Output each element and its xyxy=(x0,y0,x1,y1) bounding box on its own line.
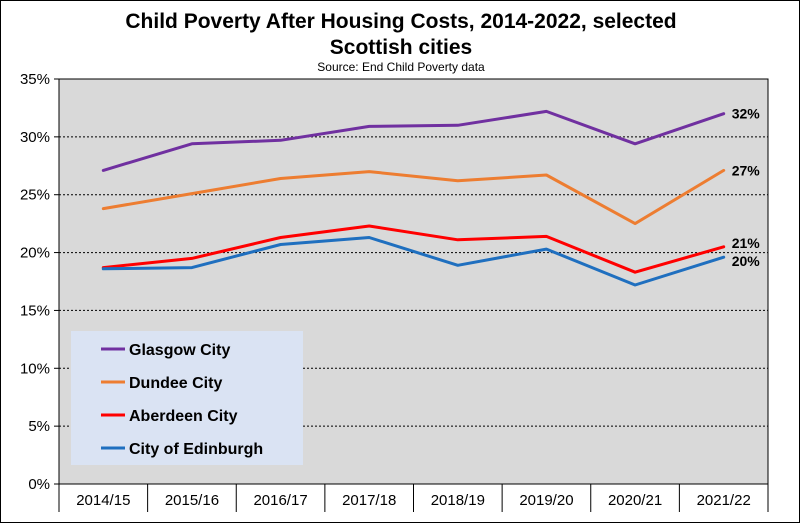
chart-title-line-1: Child Poverty After Housing Costs, 2014-… xyxy=(125,10,676,33)
series-line xyxy=(101,224,726,274)
x-tick-label: 2014/15 xyxy=(76,492,130,509)
y-tick-label: 35% xyxy=(20,71,50,88)
legend-entry-label: City of Edinburgh xyxy=(129,441,263,458)
chart-subtitle: Source: End Child Poverty data xyxy=(317,60,485,74)
y-tick-label: 20% xyxy=(20,245,50,262)
series-end-label: 21% xyxy=(732,235,761,251)
series-line xyxy=(101,236,726,287)
series-line xyxy=(101,168,726,226)
series-end-label: 20% xyxy=(732,253,761,269)
legend-box xyxy=(71,331,303,465)
y-tick-label: 5% xyxy=(28,418,50,435)
y-tick-label: 10% xyxy=(20,360,50,377)
series-end-label: 32% xyxy=(732,106,761,122)
x-tick-label: 2020/21 xyxy=(608,492,662,509)
x-tick-label: 2017/18 xyxy=(342,492,396,509)
series-line xyxy=(101,109,726,172)
x-tick-label: 2021/22 xyxy=(697,492,751,509)
legend-entry-label: Glasgow City xyxy=(129,342,230,359)
y-tick-label: 15% xyxy=(20,302,50,319)
plot-area: 0% 5% 10% 15% 20% 25% 30% 35% 2014/15 2015/16 2016… xyxy=(20,71,769,512)
series-end-label: 27% xyxy=(732,162,761,178)
x-tick-label: 2019/20 xyxy=(519,492,573,509)
y-tick-label: 0% xyxy=(28,476,50,493)
chart-title-line-2: Scottish cities xyxy=(330,36,472,59)
y-tick-label: 30% xyxy=(20,129,50,146)
legend-entry-label: Aberdeen City xyxy=(129,408,238,425)
y-tick-label: 25% xyxy=(20,187,50,204)
x-tick-label: 2018/19 xyxy=(431,492,485,509)
x-tick-label: 2016/17 xyxy=(253,492,307,509)
legend-entry-label: Dundee City xyxy=(129,375,222,392)
x-tick-label: 2015/16 xyxy=(165,492,219,509)
